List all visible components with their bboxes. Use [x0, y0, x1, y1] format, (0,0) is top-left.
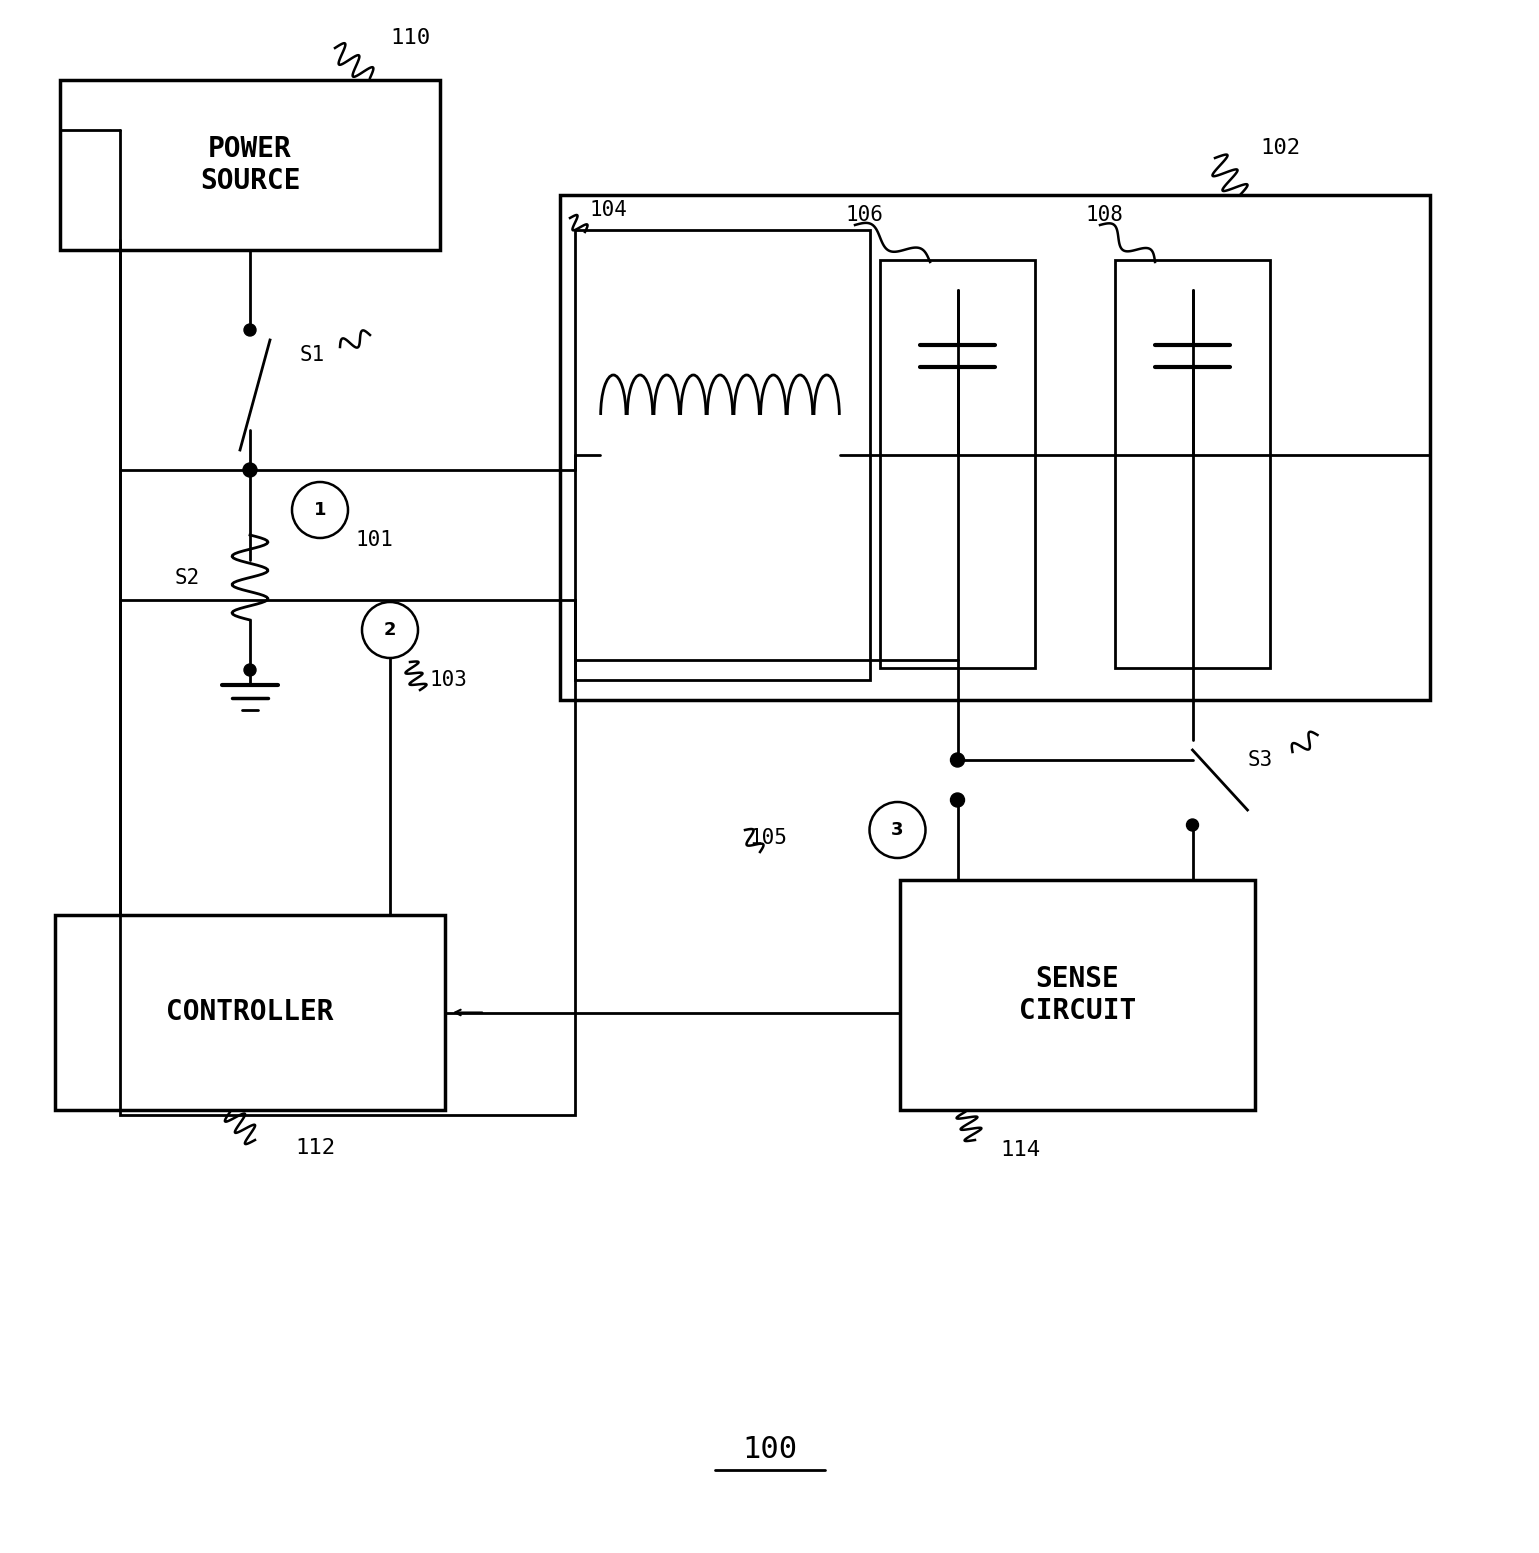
- Text: 2: 2: [383, 621, 396, 638]
- Text: 112: 112: [295, 1138, 336, 1159]
- Text: 110: 110: [389, 28, 429, 48]
- Text: 104: 104: [589, 200, 628, 221]
- Bar: [55, 915, 445, 1110]
- Bar: [1114, 259, 1270, 668]
- Circle shape: [245, 665, 255, 676]
- Text: 103: 103: [429, 669, 468, 690]
- Text: 1: 1: [314, 502, 326, 519]
- Text: S1: S1: [300, 345, 325, 365]
- Text: SENSE
CIRCUIT: SENSE CIRCUIT: [1019, 964, 1136, 1025]
- Text: 105: 105: [749, 828, 788, 848]
- Text: POWER
SOURCE: POWER SOURCE: [200, 135, 300, 196]
- Text: CONTROLLER: CONTROLLER: [166, 999, 334, 1027]
- Text: 106: 106: [845, 205, 883, 225]
- Text: S2: S2: [175, 567, 200, 587]
- Bar: [560, 196, 1430, 700]
- Bar: [576, 230, 870, 680]
- Text: 100: 100: [742, 1435, 797, 1464]
- Bar: [880, 259, 1036, 668]
- Bar: [900, 881, 1254, 1110]
- Text: 102: 102: [1260, 138, 1300, 158]
- Text: 114: 114: [1000, 1140, 1040, 1160]
- Circle shape: [1187, 818, 1199, 831]
- Circle shape: [245, 325, 255, 335]
- Text: 3: 3: [891, 822, 903, 839]
- Text: 108: 108: [1085, 205, 1123, 225]
- Circle shape: [243, 463, 257, 477]
- Bar: [60, 81, 440, 250]
- Bar: [120, 599, 576, 1115]
- Text: S3: S3: [1248, 750, 1273, 770]
- Text: 101: 101: [356, 530, 392, 550]
- Circle shape: [951, 753, 965, 767]
- Circle shape: [951, 794, 965, 808]
